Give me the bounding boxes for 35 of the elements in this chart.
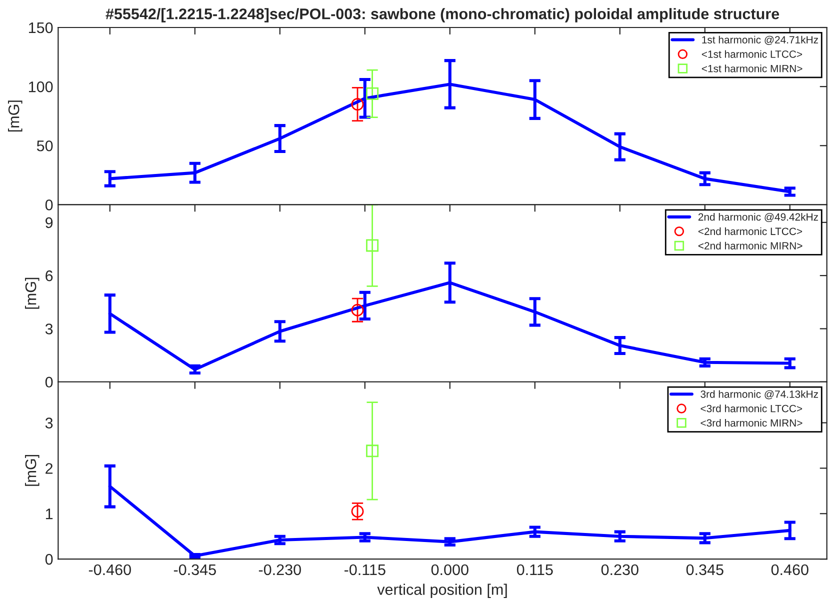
y-tick-label: 2 — [46, 463, 53, 474]
chart-title: #55542/[1.2215-1.2248]sec/POL-003: sawbone (mono-chromatic) poloidal amplitude structure — [106, 8, 780, 22]
legend-label: <1st harmonic LTCC> — [702, 50, 802, 58]
x-tick-label: 0.000 — [431, 564, 468, 576]
y-tick-label: 0 — [45, 200, 53, 210]
y-tick-label: 9 — [46, 217, 53, 228]
x-tick-label: 0.460 — [771, 564, 808, 576]
y-tick-label: 6 — [46, 270, 53, 282]
legend-label: 3rd harmonic @74.13kHz — [700, 390, 818, 400]
x-tick-label: 0.345 — [686, 564, 724, 576]
y-tick-label: 3 — [45, 324, 53, 334]
y-tick-label: 0 — [45, 554, 53, 565]
x-tick-label: -0.230 — [258, 564, 301, 576]
x-tick-label: -0.345 — [174, 564, 216, 576]
legend-label: <2nd harmonic LTCC> — [698, 227, 802, 236]
y-tick-label: 150 — [28, 22, 53, 34]
y-tick-label: 1 — [46, 508, 53, 520]
y-axis-title: [mG] — [8, 100, 22, 132]
y-tick-label: 3 — [45, 418, 53, 428]
legend-label: <3rd harmonic MIRN> — [700, 419, 802, 427]
y-tick-label: 100 — [28, 81, 53, 92]
legend-label: <2nd harmonic MIRN> — [698, 242, 802, 250]
x-tick-label: 0.230 — [601, 564, 638, 576]
legend-label: 1st harmonic @24.71kHz — [702, 36, 818, 45]
x-tick-label: -0.115 — [344, 564, 386, 576]
y-tick-label: 0 — [45, 376, 53, 388]
y-axis-title: [mG] — [25, 455, 40, 486]
legend-label: <1st harmonic MIRN> — [702, 64, 802, 72]
y-axis-title: [mG] — [25, 278, 40, 309]
y-tick-label: 50 — [36, 140, 53, 152]
legend-label: <3rd harmonic LTCC> — [700, 404, 802, 412]
legend-label: 2nd harmonic @49.42kHz — [698, 213, 818, 222]
x-tick-label: 0.115 — [516, 564, 553, 576]
x-axis-title: vertical position [m] — [377, 584, 507, 598]
x-tick-label: -0.460 — [88, 564, 131, 576]
